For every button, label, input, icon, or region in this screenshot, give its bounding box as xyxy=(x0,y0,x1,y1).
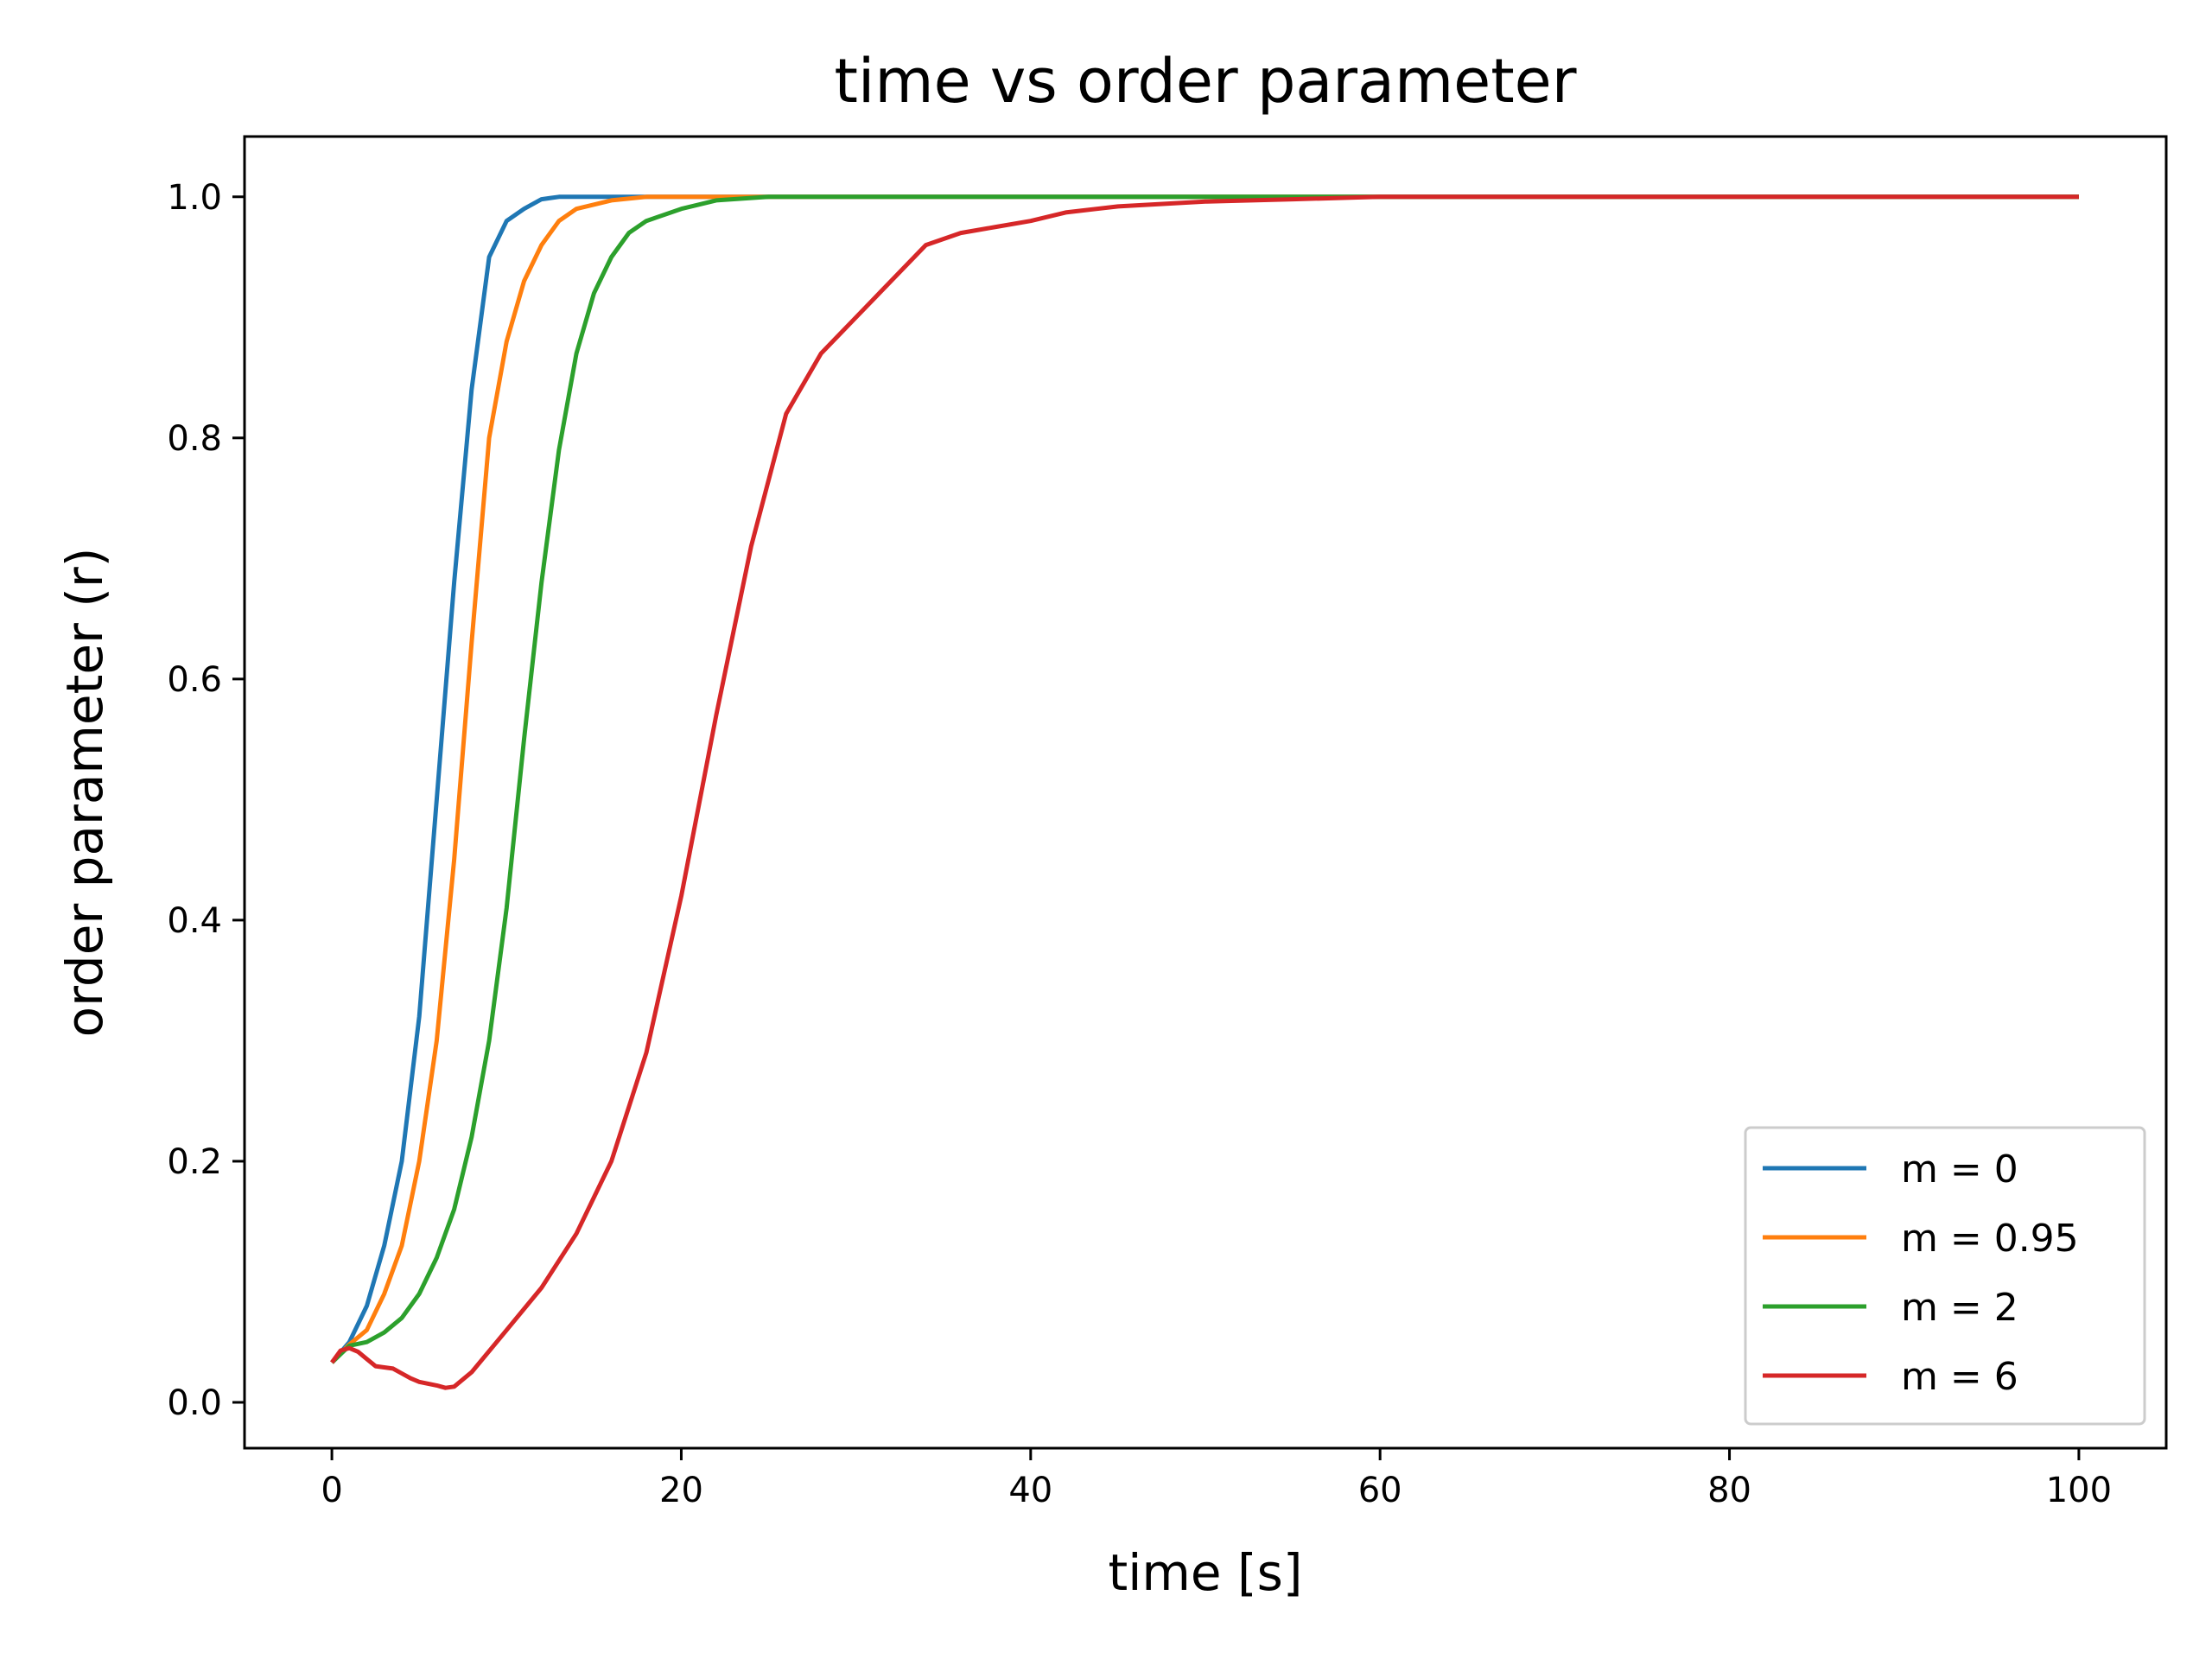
y-tick-label: 0.8 xyxy=(167,419,222,459)
legend-label: m = 0 xyxy=(1901,1147,2018,1192)
plot-lines xyxy=(330,194,2079,1390)
y-tick-label: 1.0 xyxy=(167,178,222,218)
x-tick-label: 20 xyxy=(659,1471,703,1510)
series-line-3 xyxy=(330,194,2079,1390)
legend-label: m = 2 xyxy=(1901,1286,2018,1330)
x-axis-label: time [s] xyxy=(1109,1543,1303,1602)
y-tick-label: 0.4 xyxy=(167,901,222,941)
axes-frame xyxy=(243,135,2168,1450)
legend-label: m = 6 xyxy=(1901,1355,2018,1399)
x-tick-label: 60 xyxy=(1358,1471,1402,1510)
x-tick-label: 40 xyxy=(1008,1471,1052,1510)
y-axis-ticks: 0.0 0.2 0.4 0.6 0.8 1.0 xyxy=(167,178,245,1423)
x-tick-label: 0 xyxy=(321,1471,342,1510)
series-line-1 xyxy=(330,194,2079,1364)
y-tick-label: 0.2 xyxy=(167,1142,222,1182)
x-axis-ticks: 0 20 40 60 80 100 xyxy=(321,1448,2112,1510)
y-tick-label: 0.0 xyxy=(167,1383,222,1423)
legend-label: m = 0.95 xyxy=(1901,1217,2079,1261)
y-tick-label: 0.6 xyxy=(167,660,222,700)
x-tick-label: 100 xyxy=(2046,1471,2112,1510)
legend: m = 0 m = 0.95 m = 2 m = 6 xyxy=(1744,1126,2146,1426)
series-line-0 xyxy=(330,194,2079,1364)
x-tick-label: 80 xyxy=(1707,1471,1751,1510)
legend-box xyxy=(1744,1126,2146,1426)
series-line-2 xyxy=(330,194,2079,1364)
y-axis-label: order parameter (r) xyxy=(55,548,114,1038)
chart-title: time vs order parameter xyxy=(834,46,1576,117)
